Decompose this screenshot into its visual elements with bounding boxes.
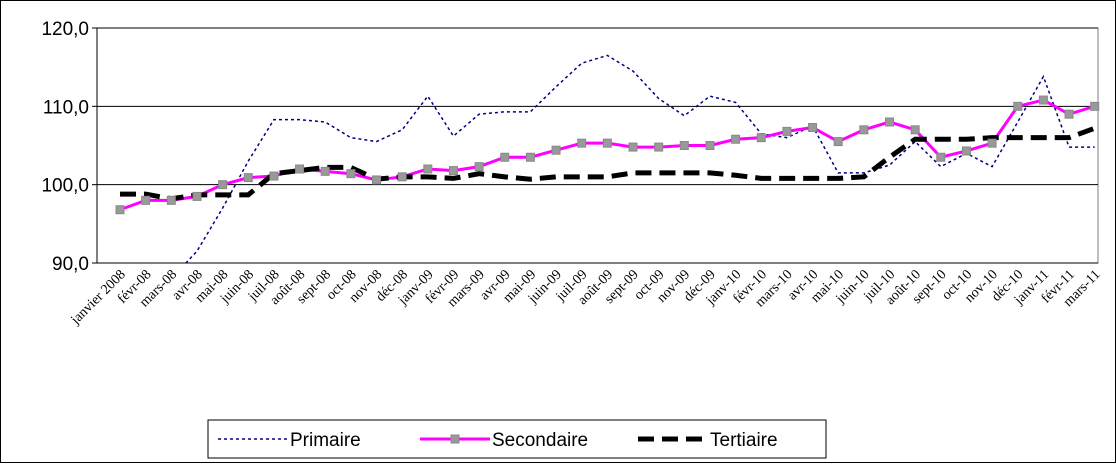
point-marker	[1038, 95, 1048, 105]
point-marker	[269, 171, 279, 181]
point-marker	[705, 141, 715, 150]
point-marker	[961, 146, 971, 156]
series-line	[120, 125, 1096, 202]
point-marker	[1013, 101, 1023, 111]
point-marker	[115, 205, 125, 215]
y-tick-label: 120,0	[41, 19, 89, 40]
point-marker	[243, 173, 253, 183]
point-marker	[577, 138, 587, 148]
point-marker	[987, 138, 997, 148]
point-marker	[885, 117, 894, 127]
point-marker	[731, 134, 741, 144]
point-marker	[500, 152, 510, 162]
y-tick-label: 100,0	[41, 176, 89, 197]
legend-label: Primaire	[290, 430, 361, 451]
point-marker	[397, 172, 407, 182]
point-marker	[320, 166, 330, 176]
point-marker	[1064, 109, 1074, 119]
point-marker	[372, 175, 381, 185]
point-marker	[808, 122, 818, 132]
point-marker	[474, 162, 484, 172]
point-marker	[756, 133, 766, 143]
plot-area	[96, 27, 1099, 264]
point-marker	[1090, 101, 1100, 111]
point-marker	[166, 195, 176, 205]
point-marker	[141, 195, 151, 205]
point-marker	[833, 137, 843, 147]
point-marker	[936, 152, 946, 162]
point-marker	[910, 125, 920, 135]
point-marker	[423, 164, 433, 174]
point-marker	[679, 141, 689, 150]
legend	[207, 419, 827, 459]
point-marker	[346, 169, 356, 179]
point-marker	[551, 145, 561, 155]
point-marker	[859, 125, 869, 135]
point-marker	[295, 164, 305, 174]
point-marker	[628, 142, 638, 152]
point-marker	[525, 152, 535, 162]
point-marker	[192, 191, 202, 201]
point-marker	[654, 142, 664, 152]
point-marker	[602, 138, 612, 148]
series-line	[184, 54, 1095, 263]
legend-label: Tertiaire	[710, 430, 778, 451]
legend-marker	[450, 434, 460, 444]
y-tick-label: 110,0	[43, 97, 89, 118]
y-tick-label: 90,0	[52, 254, 89, 275]
point-marker	[218, 180, 228, 190]
point-marker	[782, 126, 792, 136]
legend-label: Secondaire	[492, 430, 588, 451]
point-marker	[448, 166, 458, 176]
